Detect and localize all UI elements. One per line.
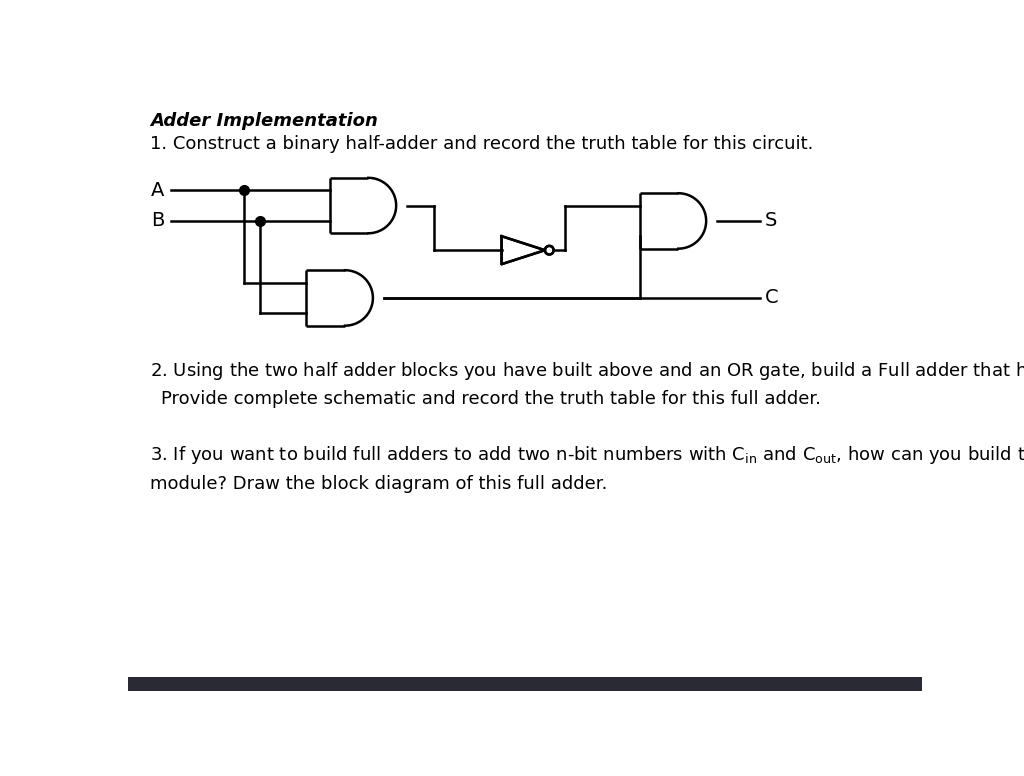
Bar bbox=[128, 677, 922, 691]
Text: A: A bbox=[152, 181, 165, 199]
Text: S: S bbox=[765, 211, 777, 230]
Text: 1. Construct a binary half-adder and record the truth table for this circuit.: 1. Construct a binary half-adder and rec… bbox=[150, 135, 813, 153]
Text: C: C bbox=[765, 289, 778, 307]
Text: 3. If you want to build full adders to add two n-bit numbers with C$_\mathregula: 3. If you want to build full adders to a… bbox=[150, 444, 1024, 466]
Text: 2. Using the two half adder blocks you have built above and an OR gate, build a : 2. Using the two half adder blocks you h… bbox=[150, 359, 1024, 382]
Text: Adder Implementation: Adder Implementation bbox=[150, 112, 378, 130]
Text: B: B bbox=[152, 211, 165, 230]
Text: module? Draw the block diagram of this full adder.: module? Draw the block diagram of this f… bbox=[150, 475, 607, 493]
Text: Provide complete schematic and record the truth table for this full adder.: Provide complete schematic and record th… bbox=[161, 390, 820, 408]
